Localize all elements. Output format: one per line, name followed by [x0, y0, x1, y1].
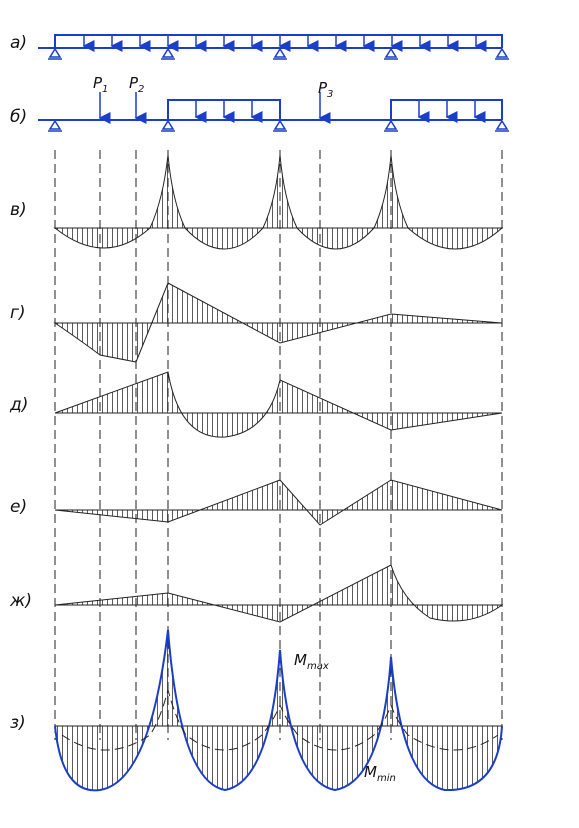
- force-label: P2: [129, 74, 144, 95]
- diagram-v: [53, 154, 504, 250]
- panel-label: ж): [9, 591, 32, 611]
- beams: [38, 34, 509, 132]
- subscript: max: [307, 661, 329, 672]
- force-label: P1: [93, 74, 108, 95]
- support: [384, 47, 398, 58]
- inner-curve: [61, 688, 499, 751]
- panel-label: а): [10, 33, 27, 53]
- moment-diagrams: [53, 154, 504, 792]
- subscript: 2: [138, 84, 144, 95]
- symbol: P: [129, 74, 139, 92]
- subscript: 1: [102, 84, 108, 95]
- force-label: P3: [318, 79, 333, 100]
- panel-label: г): [10, 303, 26, 323]
- support: [161, 47, 175, 58]
- moment-label: Mmax: [294, 651, 329, 672]
- symbol: M: [294, 651, 307, 669]
- symbol: P: [318, 79, 328, 97]
- support: [495, 119, 509, 130]
- panel-label: в): [10, 200, 27, 220]
- support: [48, 47, 62, 58]
- load-outline: [54, 34, 503, 48]
- support: [384, 119, 398, 130]
- symbol: M: [364, 763, 377, 781]
- diagram-d: [54, 371, 503, 438]
- panel-label: е): [10, 497, 27, 517]
- moment-label: Mmin: [364, 763, 396, 784]
- support: [161, 119, 175, 130]
- subscript: 3: [327, 89, 333, 100]
- diagram-e: [54, 479, 503, 526]
- support: [48, 119, 62, 130]
- support: [273, 119, 287, 130]
- envelope: [54, 629, 503, 792]
- support: [495, 47, 509, 58]
- diagram-z: [54, 629, 503, 791]
- panel-label: з): [10, 713, 26, 733]
- diagram-g: [53, 282, 503, 363]
- support: [273, 47, 287, 58]
- panel-label: д): [9, 395, 28, 415]
- subscript: min: [377, 773, 396, 784]
- symbol: P: [93, 74, 103, 92]
- panel-label: б): [10, 107, 27, 127]
- diagram-zh: [54, 564, 504, 623]
